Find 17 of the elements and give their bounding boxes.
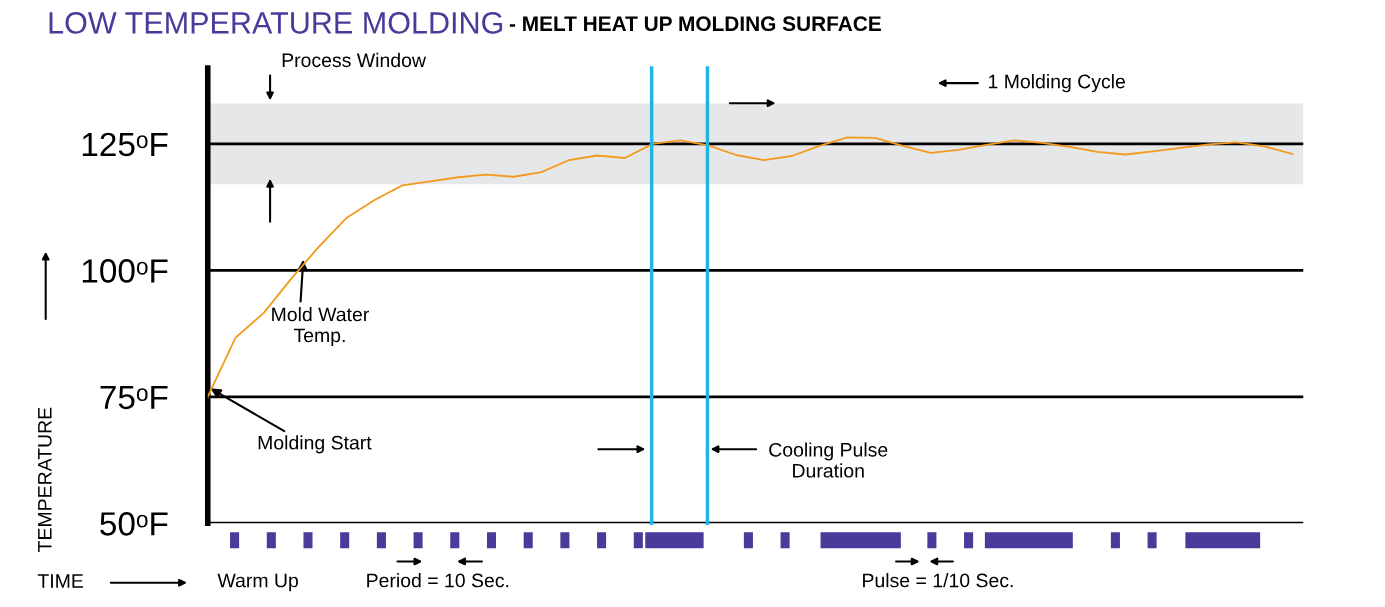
text: Process Window — [282, 52, 426, 68]
annotation: Molding Start — [258, 435, 372, 454]
annotation: 1 Molding Cycle — [988, 74, 1125, 93]
text: Pulse = 1/10 Sec. — [863, 573, 1013, 588]
y-axis-title: TEMPERATURE — [38, 407, 52, 552]
y-tick-label: 100ᵒF — [82, 259, 168, 283]
x-axis-title: TIME — [37, 574, 84, 588]
annotation: Cooling Pulse Duration — [769, 442, 888, 478]
annotation: Mold Water Temp. — [272, 307, 369, 347]
text: Period = 10 Sec. — [367, 573, 509, 588]
text: Warm Up — [217, 573, 298, 592]
line-series — [207, 136, 1294, 398]
y-tick-label: 50ᵒF — [100, 512, 168, 536]
chart-subtitle: - MELT HEAT UP MOLDING SURFACE — [509, 16, 881, 32]
chart-title: LOW TEMPERATURE MOLDING — [49, 12, 503, 34]
y-tick-label: 125ᵒF — [82, 132, 168, 157]
y-tick-label: 75ᵒF — [100, 385, 168, 410]
